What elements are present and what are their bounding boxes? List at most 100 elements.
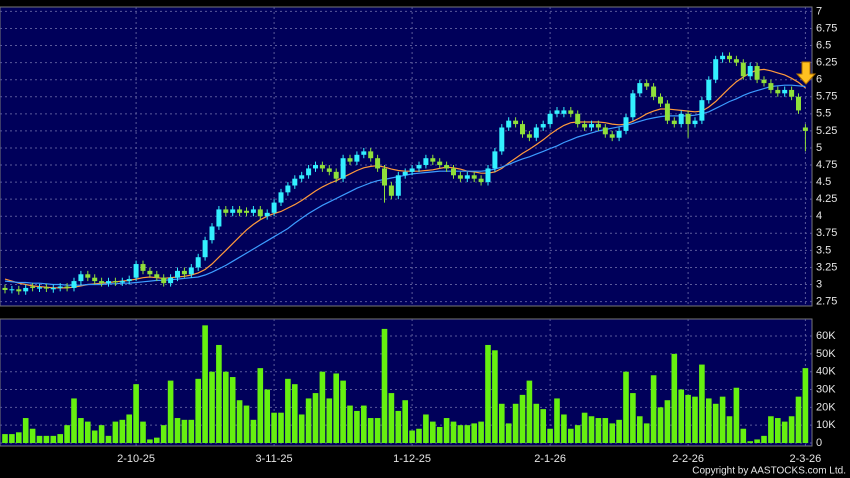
candle-body [106, 281, 111, 284]
candle-body [430, 158, 436, 162]
volume-bar [519, 394, 526, 443]
y-tick-label: 4.25 [816, 193, 837, 205]
volume-bar [367, 418, 374, 443]
candle-body [257, 209, 263, 217]
candle-body [292, 178, 298, 186]
candle-body [50, 287, 56, 290]
candle-body [706, 79, 712, 101]
candle-body [561, 110, 567, 114]
volume-bar [160, 425, 167, 443]
volume-bar [126, 414, 132, 443]
volume-bar [740, 428, 747, 443]
candle-body [513, 120, 519, 125]
volume-bar [402, 400, 408, 443]
volume-bar [2, 434, 8, 443]
y-tick-label: 60K [816, 330, 836, 342]
volume-bar [471, 423, 477, 443]
candle-body [285, 185, 291, 193]
volume-bar [133, 384, 139, 443]
volume-bar [216, 344, 222, 443]
volume-bar [802, 368, 809, 443]
candle-body [299, 175, 305, 179]
candle-body [57, 286, 63, 288]
y-tick-label: 10K [816, 419, 836, 431]
candle-body [733, 59, 739, 63]
candle-body [685, 113, 691, 125]
candle-body [547, 113, 553, 125]
volume-bar [464, 425, 471, 443]
volume-bar [98, 425, 105, 443]
volume-bar [36, 435, 43, 443]
volume-bar [478, 421, 484, 443]
candle-body [333, 171, 339, 179]
volume-bar [781, 421, 788, 443]
candle-body [720, 55, 726, 60]
volume-bar [105, 435, 112, 443]
candle-body [175, 270, 180, 278]
volume-bar [775, 418, 781, 443]
candle-body [658, 96, 663, 104]
y-tick-label: 6 [816, 74, 822, 86]
marker-arrow [795, 61, 817, 85]
candle-body [671, 120, 677, 125]
volume-bar [657, 407, 664, 443]
y-tick-label: 6.25 [816, 57, 837, 69]
volume-bar [264, 389, 270, 443]
candle-body [23, 287, 29, 292]
candle-body [499, 127, 505, 152]
volume-bar [326, 398, 333, 443]
volume-bar [499, 403, 505, 443]
candle-body [313, 165, 318, 169]
candle-body [2, 287, 8, 290]
candle-body [64, 286, 70, 288]
candle-body [133, 264, 139, 278]
price-panel [0, 6, 813, 307]
candle-body [796, 96, 801, 111]
volume-bar [609, 423, 615, 443]
volume-bar [57, 434, 63, 443]
candle-body [478, 178, 484, 183]
volume-bar [271, 412, 277, 443]
candle-body [161, 277, 167, 284]
candle-body [802, 127, 808, 131]
candle-body [126, 279, 132, 282]
volume-bar [630, 393, 636, 443]
volume-bar [637, 416, 643, 443]
candle-body [223, 209, 229, 213]
copyright: Copyright by AASTOCKS.com Ltd. [692, 466, 846, 477]
candle-body [782, 89, 788, 94]
volume-bar [305, 398, 312, 443]
volume-bar [154, 437, 160, 443]
candle-body [678, 113, 684, 125]
volume-bar [167, 380, 174, 443]
candle-body [202, 240, 208, 258]
volume-bar [119, 419, 126, 443]
y-tick-label: 3.5 [816, 244, 831, 256]
volume-bar [195, 378, 201, 443]
candle-body [630, 93, 636, 118]
volume-bar [257, 368, 264, 443]
candle-body [692, 120, 698, 125]
y-tick-label: 20K [816, 401, 836, 413]
volume-bar [91, 430, 98, 443]
candle-body [375, 158, 381, 169]
candle-body [354, 154, 360, 162]
volume-bar [16, 432, 22, 443]
volume-bar [250, 419, 257, 443]
candle-body [747, 66, 753, 77]
volume-bar [561, 414, 567, 443]
volume-bar [112, 421, 119, 443]
candle-body [589, 124, 594, 128]
candle-body [250, 209, 256, 213]
volume-bar [278, 412, 284, 443]
volume-bar [340, 380, 346, 443]
volume-bar [505, 423, 512, 443]
volume-bar [409, 430, 415, 443]
volume-bar [547, 428, 553, 443]
candle-body [278, 192, 284, 203]
y-tick-label: 2.75 [816, 295, 837, 307]
candle-body [616, 130, 622, 138]
candle-body [554, 110, 560, 114]
volume-bar [754, 439, 760, 443]
volume-bar [347, 405, 353, 443]
